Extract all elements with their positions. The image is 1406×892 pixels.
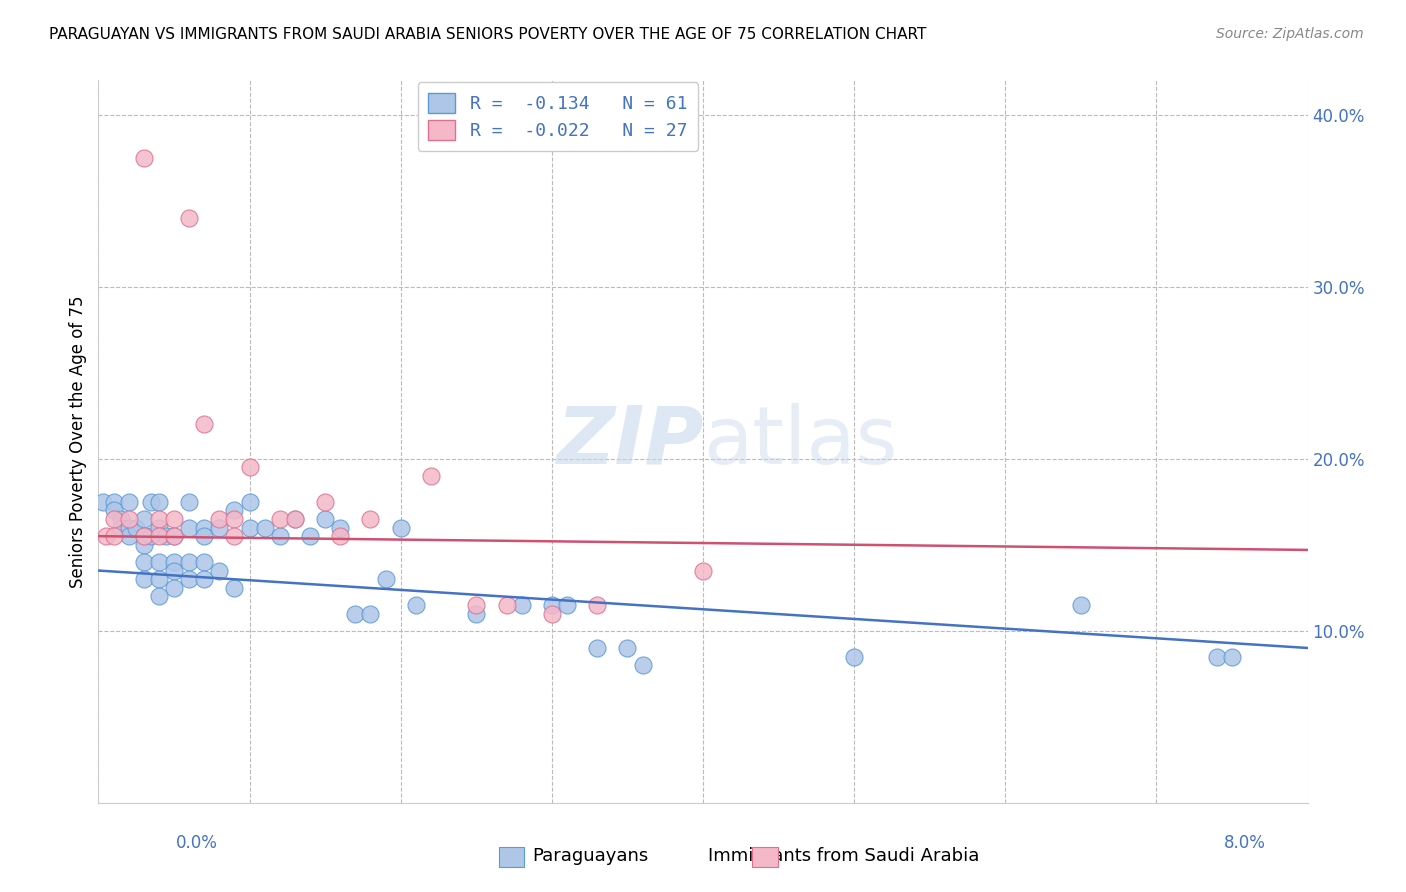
- Point: [208, 512, 231, 526]
- Text: Source: ZipAtlas.com: Source: ZipAtlas.com: [1216, 27, 1364, 41]
- Legend: R =  -0.134   N = 61, R =  -0.022   N = 27: R = -0.134 N = 61, R = -0.022 N = 27: [418, 82, 699, 151]
- Point: [299, 529, 322, 543]
- Point: [163, 555, 186, 569]
- Point: [103, 529, 125, 543]
- Point: [269, 529, 291, 543]
- Point: [420, 469, 443, 483]
- Point: [208, 564, 231, 578]
- Point: [239, 460, 262, 475]
- Point: [163, 564, 186, 578]
- Point: [94, 529, 117, 543]
- Point: [110, 520, 132, 534]
- Point: [360, 512, 382, 526]
- Point: [103, 503, 125, 517]
- Point: [692, 564, 714, 578]
- Point: [253, 520, 276, 534]
- Point: [224, 581, 246, 595]
- Point: [193, 520, 215, 534]
- Point: [148, 529, 170, 543]
- Point: [374, 572, 396, 586]
- Point: [148, 572, 170, 586]
- Point: [132, 538, 155, 552]
- Point: [141, 494, 163, 508]
- Point: [132, 512, 155, 526]
- Point: [239, 520, 262, 534]
- Point: [141, 529, 163, 543]
- Point: [193, 529, 215, 543]
- Point: [148, 590, 170, 604]
- Point: [269, 512, 291, 526]
- Point: [132, 555, 155, 569]
- Point: [118, 529, 141, 543]
- Point: [465, 598, 488, 612]
- Point: [1070, 598, 1092, 612]
- Point: [132, 151, 155, 165]
- Text: 0.0%: 0.0%: [176, 834, 218, 852]
- Text: atlas: atlas: [703, 402, 897, 481]
- Point: [148, 520, 170, 534]
- Point: [344, 607, 367, 621]
- Point: [1220, 649, 1243, 664]
- Point: [314, 494, 336, 508]
- Point: [193, 572, 215, 586]
- Point: [132, 529, 155, 543]
- Point: [155, 529, 177, 543]
- Point: [118, 512, 141, 526]
- Point: [389, 520, 412, 534]
- Point: [495, 598, 517, 612]
- Point: [118, 494, 141, 508]
- Point: [125, 520, 148, 534]
- Point: [405, 598, 427, 612]
- Point: [284, 512, 307, 526]
- Point: [1206, 649, 1229, 664]
- Point: [314, 512, 336, 526]
- Point: [179, 211, 201, 225]
- Point: [284, 512, 307, 526]
- Point: [224, 503, 246, 517]
- Point: [631, 658, 654, 673]
- Point: [540, 598, 562, 612]
- Point: [163, 529, 186, 543]
- Point: [208, 520, 231, 534]
- Point: [844, 649, 866, 664]
- Point: [179, 494, 201, 508]
- Point: [224, 529, 246, 543]
- Point: [91, 494, 114, 508]
- Point: [179, 520, 201, 534]
- Text: Immigrants from Saudi Arabia: Immigrants from Saudi Arabia: [707, 847, 980, 865]
- Point: [110, 512, 132, 526]
- Point: [132, 529, 155, 543]
- Point: [163, 512, 186, 526]
- Y-axis label: Seniors Poverty Over the Age of 75: Seniors Poverty Over the Age of 75: [69, 295, 87, 588]
- Point: [586, 598, 609, 612]
- Point: [510, 598, 533, 612]
- Point: [148, 512, 170, 526]
- Text: PARAGUAYAN VS IMMIGRANTS FROM SAUDI ARABIA SENIORS POVERTY OVER THE AGE OF 75 CO: PARAGUAYAN VS IMMIGRANTS FROM SAUDI ARAB…: [49, 27, 927, 42]
- Point: [193, 555, 215, 569]
- Text: 8.0%: 8.0%: [1223, 834, 1265, 852]
- Point: [465, 607, 488, 621]
- Point: [360, 607, 382, 621]
- Point: [179, 555, 201, 569]
- Point: [329, 529, 352, 543]
- Point: [329, 520, 352, 534]
- Point: [616, 640, 638, 655]
- Point: [163, 581, 186, 595]
- Point: [148, 555, 170, 569]
- Point: [239, 494, 262, 508]
- Point: [555, 598, 578, 612]
- Point: [118, 520, 141, 534]
- Point: [103, 494, 125, 508]
- Text: Paraguayans: Paraguayans: [533, 847, 648, 865]
- Point: [148, 494, 170, 508]
- Point: [163, 529, 186, 543]
- Point: [132, 572, 155, 586]
- Point: [224, 512, 246, 526]
- Point: [179, 572, 201, 586]
- Point: [103, 512, 125, 526]
- Point: [540, 607, 562, 621]
- Point: [193, 417, 215, 432]
- Text: ZIP: ZIP: [555, 402, 703, 481]
- Point: [586, 640, 609, 655]
